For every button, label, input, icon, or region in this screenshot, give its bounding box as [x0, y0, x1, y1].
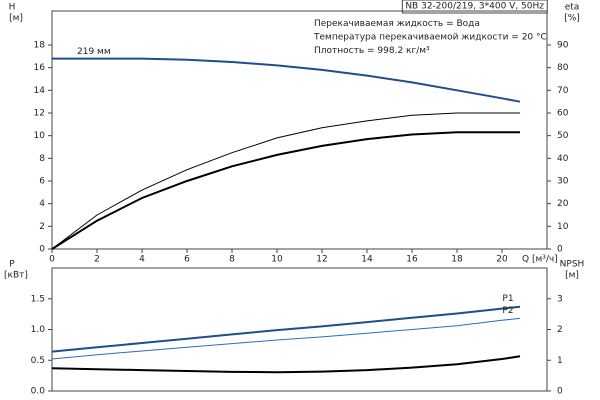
x-tick-label: 16: [406, 255, 418, 265]
y2-tick-label: 2: [557, 325, 563, 335]
x-tick-label: 4: [139, 255, 145, 265]
y-tick-label: 18: [34, 41, 46, 51]
x-tick-label: 10: [271, 255, 283, 265]
y-tick-label: 12: [34, 109, 45, 119]
x-tick-label: 14: [361, 255, 373, 265]
series-label: 219 мм: [77, 47, 111, 57]
curve: [51, 355, 521, 374]
annotation: Плотность = 998.2 кг/м³: [314, 46, 430, 56]
y2-tick-label: 20: [557, 199, 569, 209]
y2-tick-label: 0: [557, 245, 563, 255]
y-tick-label: 1.5: [31, 294, 45, 304]
y-tick-label: 0.5: [31, 356, 45, 366]
curve: [51, 317, 521, 360]
y-tick-label: 6: [39, 177, 45, 187]
y-axis-label: [кВт]: [4, 271, 28, 281]
curve: [51, 131, 520, 250]
x-axis-label: Q [м³/ч]: [522, 255, 558, 265]
x-tick-label: 18: [451, 255, 463, 265]
y2-tick-label: 50: [557, 131, 569, 141]
curve: [51, 305, 521, 353]
y-tick-label: 10: [34, 131, 46, 141]
y-tick-label: 4: [39, 199, 45, 209]
y-tick-label: 2: [39, 222, 45, 232]
x-tick-label: 6: [184, 255, 190, 265]
y2-tick-label: 3: [557, 294, 563, 304]
annotation: Температура перекачиваемой жидкости = 20…: [313, 33, 547, 43]
model-label: NB 32-200/219, 3*400 V, 50Hz: [405, 2, 544, 12]
y-tick-label: 8: [39, 154, 45, 164]
model-box: [401, 0, 548, 14]
y2-tick-label: 80: [557, 63, 569, 73]
y2-tick-label: 1: [557, 356, 563, 366]
y2-tick-label: 30: [557, 177, 569, 187]
y2-tick-label: 90: [557, 41, 569, 51]
y2-axis-label: NPSH: [560, 260, 585, 270]
series-label: P1: [502, 294, 513, 304]
x-tick-label: 8: [229, 255, 235, 265]
x-tick-label: 0: [49, 255, 55, 265]
plot-frame: [51, 10, 548, 250]
y-tick-label: 0.0: [31, 387, 46, 397]
y-tick-label: 14: [34, 86, 46, 96]
x-tick-label: 12: [316, 255, 327, 265]
x-tick-label: 2: [94, 255, 100, 265]
curve: [52, 57, 521, 103]
curve: [51, 112, 520, 250]
y-tick-label: 16: [34, 63, 46, 73]
y2-tick-label: 10: [557, 222, 569, 232]
y2-axis-label: [%]: [564, 14, 580, 24]
y2-tick-label: 70: [557, 86, 569, 96]
y-axis-label: [м]: [9, 14, 23, 24]
y2-tick-label: 60: [557, 109, 569, 119]
y-tick-label: 0: [39, 245, 45, 255]
y2-tick-label: 0: [557, 387, 563, 397]
y-axis-label: H: [9, 3, 16, 13]
series-label: P2: [502, 306, 513, 316]
y2-axis-label: eta: [565, 3, 580, 13]
y-tick-label: 1.0: [31, 325, 46, 335]
annotation: Перекачиваемая жидкость = Вода: [314, 19, 480, 29]
y2-tick-label: 40: [557, 154, 569, 164]
y2-axis-label: [м]: [565, 271, 579, 281]
y-axis-label: P: [9, 260, 15, 270]
x-tick-label: 20: [496, 255, 508, 265]
